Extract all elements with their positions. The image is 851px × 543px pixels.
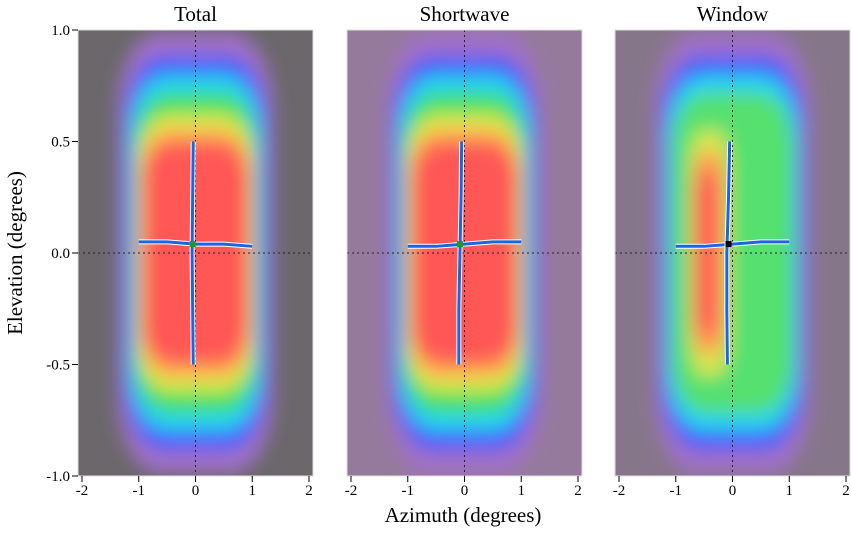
boresight-center — [456, 241, 463, 248]
y-tick-label: -1.0 — [46, 469, 70, 485]
panel: Window -2 -1 0 1 2 — [613, 2, 851, 499]
boresight-center — [189, 241, 196, 248]
panel-title: Window — [697, 2, 769, 26]
x-tick-label: 0 — [729, 483, 737, 499]
heat-level — [412, 143, 517, 363]
x-tick-label: 2 — [842, 483, 850, 499]
heatmap — [615, 30, 850, 476]
x-tick-label: -2 — [345, 483, 358, 499]
scan-line — [190, 141, 195, 365]
x-tick-label: 2 — [574, 483, 582, 499]
panel-title: Shortwave — [420, 2, 510, 26]
x-tick-label: -2 — [76, 483, 89, 499]
x-axis-label: Azimuth (degrees) — [385, 503, 542, 527]
x-tick-label: -2 — [613, 483, 626, 499]
x-tick-label: 2 — [305, 483, 313, 499]
x-tick-label: 1 — [249, 483, 257, 499]
scan-line — [725, 141, 732, 365]
x-tick-label: 1 — [786, 483, 794, 499]
x-tick-label: -1 — [670, 483, 683, 499]
scan-line — [675, 240, 790, 248]
x-tick-label: 0 — [192, 483, 200, 499]
y-tick-label: 0.0 — [51, 246, 70, 262]
x-tick-label: -1 — [402, 483, 415, 499]
y-tick-label: -0.5 — [46, 358, 70, 374]
y-tick-label: 0.5 — [51, 135, 70, 151]
x-tick-label: 0 — [461, 483, 469, 499]
x-tick-label: 1 — [518, 483, 526, 499]
scan-line — [457, 141, 464, 365]
boresight-center — [725, 241, 732, 248]
x-tick-label: -1 — [133, 483, 146, 499]
heatmap — [78, 30, 313, 476]
heat-level — [143, 143, 248, 363]
scan-line — [407, 240, 522, 248]
panel-title: Total — [174, 2, 217, 26]
panel: Total -2 -1 0 1 2 -1.0 -0.5 0.0 0.5 1.0 — [46, 2, 314, 499]
y-axis-label: Elevation (degrees) — [3, 171, 27, 335]
y-tick-label: 1.0 — [51, 23, 70, 39]
panel: Shortwave -2 -1 0 1 2 — [345, 2, 583, 499]
